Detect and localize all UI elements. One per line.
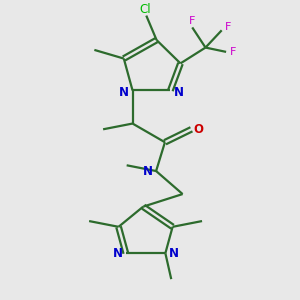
Text: F: F — [225, 22, 231, 32]
Text: F: F — [189, 16, 195, 26]
Text: N: N — [174, 86, 184, 99]
Text: O: O — [194, 123, 204, 136]
Text: N: N — [119, 86, 129, 99]
Text: F: F — [230, 47, 236, 57]
Text: Cl: Cl — [139, 3, 151, 16]
Text: N: N — [112, 247, 123, 260]
Text: N: N — [143, 164, 153, 178]
Text: N: N — [169, 247, 178, 260]
